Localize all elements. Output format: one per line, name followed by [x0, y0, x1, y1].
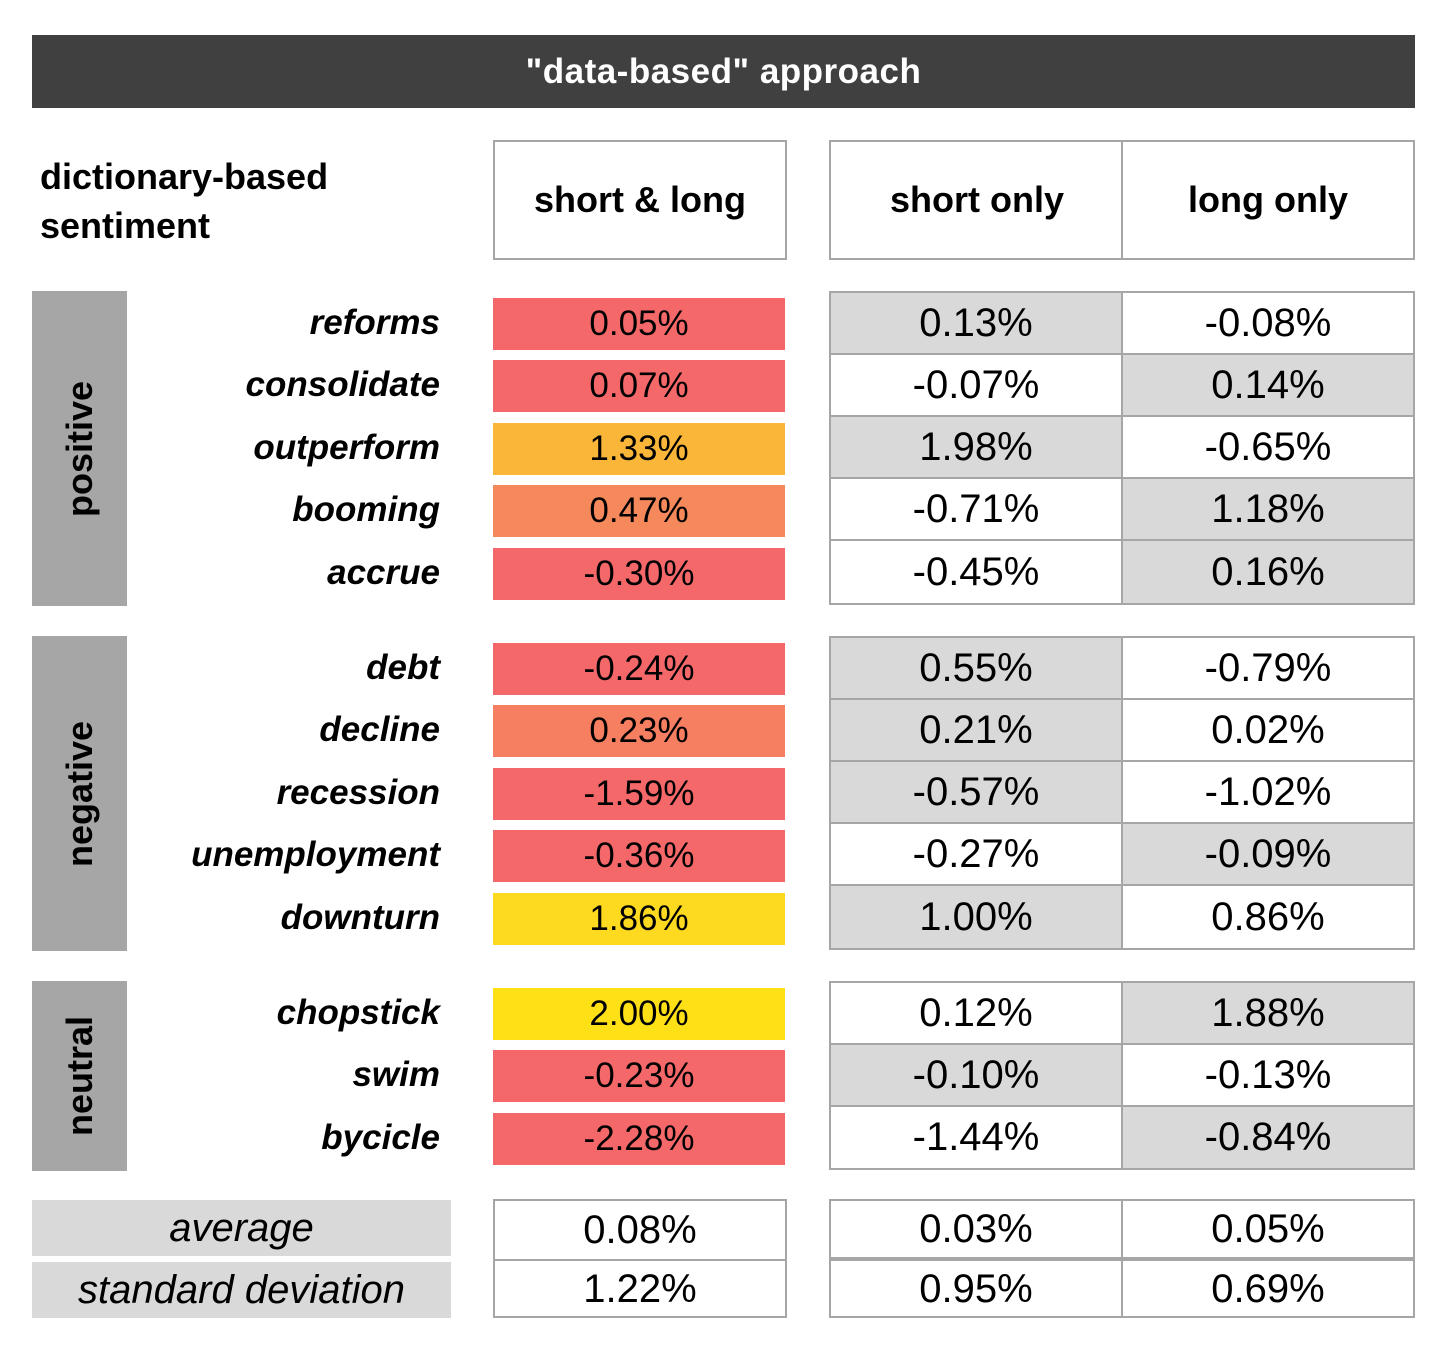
long-only-cell: 0.16%: [1121, 541, 1413, 603]
word-recession: recession: [276, 772, 440, 812]
short-only-cell: -0.45%: [912, 549, 1040, 594]
row-header-line-1: dictionary-based: [40, 156, 329, 197]
long-only-cell: 0.14%: [1121, 355, 1413, 415]
table-row: -0.07% 0.14%: [831, 355, 1413, 417]
average-row: 0.03% 0.05%: [831, 1201, 1413, 1259]
short-only-cell: 0.13%: [831, 293, 1121, 353]
short-long-cell: -0.30%: [493, 547, 785, 600]
word-decline: decline: [319, 710, 440, 750]
short-long-cell: 0.47%: [493, 485, 785, 538]
table-row: -0.27% -0.09%: [831, 824, 1413, 886]
table-row: 0.13% -0.08%: [831, 293, 1413, 355]
word-downturn: downturn: [280, 897, 440, 937]
short-only-cell: 1.00%: [831, 886, 1121, 948]
short-only-cell: 0.21%: [831, 700, 1121, 760]
table-row: -1.44% -0.84%: [831, 1107, 1413, 1168]
group-table-positive: 0.13% -0.08% -0.07% 0.14% 1.98% -0.65% -0.71% 1…: [829, 291, 1415, 605]
short-only-cell: -0.57%: [831, 762, 1121, 822]
average-short-only: 0.03%: [919, 1206, 1033, 1251]
long-only-cell: 1.18%: [1121, 479, 1413, 539]
group-bar-neutral: neutral: [32, 981, 127, 1171]
average-long-only: 0.05%: [1121, 1201, 1413, 1257]
long-only-cell: -0.08%: [1121, 293, 1413, 353]
word-bycicle: bycicle: [321, 1117, 440, 1157]
table-row: -0.57% -1.02%: [831, 762, 1413, 824]
short-long-cell: -0.24%: [493, 643, 785, 695]
table-row: 1.98% -0.65%: [831, 417, 1413, 479]
stats-split: 0.03% 0.05% 0.95% 0.69%: [829, 1199, 1415, 1318]
row-header-line-2: sentiment: [40, 205, 211, 246]
column-header-short-long: short & long: [493, 140, 787, 260]
word-unemployment: unemployment: [191, 835, 440, 875]
long-only-cell: -1.02%: [1121, 762, 1413, 822]
std-row: 0.95% 0.69%: [831, 1259, 1413, 1317]
word-swim: swim: [352, 1055, 440, 1095]
word-accrue: accrue: [327, 552, 440, 592]
short-long-cell: 0.05%: [493, 298, 785, 350]
word-booming: booming: [292, 490, 440, 530]
std-short-long: 1.22%: [495, 1259, 785, 1317]
long-only-cell: -0.79%: [1121, 638, 1413, 698]
std-label: standard deviation: [32, 1262, 451, 1318]
long-only-cell: 0.86%: [1121, 886, 1413, 948]
group-label-neutral: neutral: [58, 1015, 100, 1137]
word-chopstick: chopstick: [276, 993, 440, 1032]
short-long-cell: 1.86%: [493, 892, 785, 945]
short-long-cell: -1.59%: [493, 767, 785, 820]
group-label-negative: negative: [58, 720, 100, 867]
short-long-cell: 2.00%: [493, 988, 785, 1040]
average-short-long: 0.08%: [583, 1207, 697, 1252]
short-only-cell: -0.07%: [912, 362, 1040, 407]
group-bar-positive: positive: [32, 291, 127, 606]
stats-short-long: 0.08% 1.22%: [493, 1199, 787, 1318]
table-row: 0.55% -0.79%: [831, 638, 1413, 700]
group-bar-negative: negative: [32, 636, 127, 951]
table-row: -0.71% 1.18%: [831, 479, 1413, 541]
table-row: -0.45% 0.16%: [831, 541, 1413, 603]
short-long-cell: -0.36%: [493, 830, 785, 883]
short-only-cell: 0.12%: [919, 990, 1033, 1035]
long-only-cell: 0.02%: [1121, 700, 1413, 760]
table-row: 0.12% 1.88%: [831, 983, 1413, 1045]
short-only-cell: -0.71%: [912, 486, 1040, 531]
long-only-cell: 1.88%: [1121, 983, 1413, 1043]
column-header-short-only: short only: [829, 140, 1123, 260]
short-only-cell: 0.55%: [831, 638, 1121, 698]
long-only-cell: -0.09%: [1121, 824, 1413, 884]
short-long-cell: -0.23%: [493, 1050, 785, 1103]
short-long-cell: 0.23%: [493, 705, 785, 758]
std-long-only: 0.69%: [1121, 1261, 1413, 1317]
group-label-positive: positive: [58, 380, 100, 517]
std-short-only: 0.95%: [919, 1266, 1033, 1311]
word-outperform: outperform: [253, 427, 440, 467]
word-reforms: reforms: [309, 303, 440, 342]
short-long-cell: -2.28%: [493, 1112, 785, 1165]
table-row: -0.10% -0.13%: [831, 1045, 1413, 1107]
group-table-neutral: 0.12% 1.88% -0.10% -0.13% -1.44% -0.84%: [829, 981, 1415, 1170]
word-consolidate: consolidate: [245, 365, 440, 405]
average-label: average: [32, 1200, 451, 1256]
short-only-cell: 1.98%: [831, 417, 1121, 477]
short-long-cell: 0.07%: [493, 360, 785, 413]
table-row: 0.21% 0.02%: [831, 700, 1413, 762]
long-only-cell: -0.65%: [1121, 417, 1413, 477]
short-long-cell: 1.33%: [493, 422, 785, 475]
row-header-title: dictionary-based sentiment: [40, 152, 328, 250]
column-header-long-only: long only: [1121, 140, 1415, 260]
short-only-cell: -0.27%: [912, 831, 1040, 876]
table-row: 1.00% 0.86%: [831, 886, 1413, 948]
long-only-cell: -0.13%: [1121, 1045, 1413, 1105]
short-only-cell: -0.10%: [831, 1045, 1121, 1105]
long-only-cell: -0.84%: [1121, 1107, 1413, 1168]
group-table-negative: 0.55% -0.79% 0.21% 0.02% -0.57% -1.02% -0.27% -…: [829, 636, 1415, 950]
title-banner: "data-based" approach: [32, 35, 1415, 108]
word-debt: debt: [366, 648, 440, 687]
short-only-cell: -1.44%: [912, 1115, 1040, 1159]
